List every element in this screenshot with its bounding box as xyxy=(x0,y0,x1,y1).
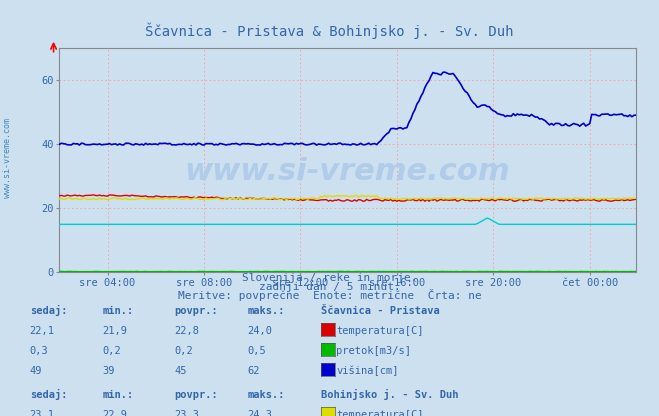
Text: temperatura[C]: temperatura[C] xyxy=(336,410,424,416)
Text: www.si-vreme.com: www.si-vreme.com xyxy=(3,118,13,198)
Text: zadnji dan / 5 minut.: zadnji dan / 5 minut. xyxy=(258,282,401,292)
Text: povpr.:: povpr.: xyxy=(175,306,218,316)
Text: Bohinjsko j. - Sv. Duh: Bohinjsko j. - Sv. Duh xyxy=(321,389,459,400)
Text: 22,8: 22,8 xyxy=(175,326,200,336)
Text: 24,0: 24,0 xyxy=(247,326,272,336)
Text: min.:: min.: xyxy=(102,390,133,400)
Text: 0,2: 0,2 xyxy=(102,346,121,356)
Text: 22,9: 22,9 xyxy=(102,410,127,416)
Text: sedaj:: sedaj: xyxy=(30,389,67,400)
Text: 0,5: 0,5 xyxy=(247,346,266,356)
Text: Meritve: povprečne  Enote: metrične  Črta: ne: Meritve: povprečne Enote: metrične Črta:… xyxy=(178,289,481,301)
Text: pretok[m3/s]: pretok[m3/s] xyxy=(336,346,411,356)
Text: www.si-vreme.com: www.si-vreme.com xyxy=(185,157,511,186)
Text: 24,3: 24,3 xyxy=(247,410,272,416)
Text: 39: 39 xyxy=(102,366,115,376)
Text: 23,1: 23,1 xyxy=(30,410,55,416)
Text: maks.:: maks.: xyxy=(247,390,285,400)
Text: 23,3: 23,3 xyxy=(175,410,200,416)
Text: 0,2: 0,2 xyxy=(175,346,193,356)
Text: Slovenija / reke in morje.: Slovenija / reke in morje. xyxy=(242,273,417,283)
Text: Ščavnica - Pristava: Ščavnica - Pristava xyxy=(321,306,440,316)
Text: 49: 49 xyxy=(30,366,42,376)
Text: temperatura[C]: temperatura[C] xyxy=(336,326,424,336)
Text: 45: 45 xyxy=(175,366,187,376)
Text: 62: 62 xyxy=(247,366,260,376)
Text: Ščavnica - Pristava & Bohinjsko j. - Sv. Duh: Ščavnica - Pristava & Bohinjsko j. - Sv.… xyxy=(145,23,514,40)
Text: 0,3: 0,3 xyxy=(30,346,48,356)
Text: povpr.:: povpr.: xyxy=(175,390,218,400)
Text: min.:: min.: xyxy=(102,306,133,316)
Text: 21,9: 21,9 xyxy=(102,326,127,336)
Text: maks.:: maks.: xyxy=(247,306,285,316)
Text: 22,1: 22,1 xyxy=(30,326,55,336)
Text: sedaj:: sedaj: xyxy=(30,305,67,316)
Text: višina[cm]: višina[cm] xyxy=(336,366,399,376)
